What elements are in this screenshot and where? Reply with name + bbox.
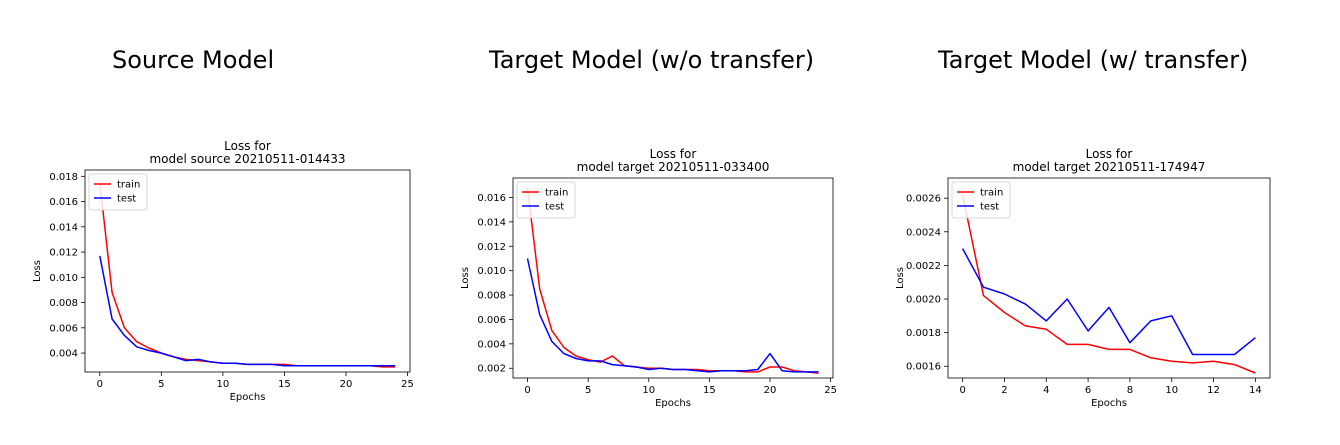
plot-frame xyxy=(512,177,834,379)
chart-title-line: model target 20210511-033400 xyxy=(577,160,770,174)
legend-box xyxy=(951,181,1011,219)
x-tick-label: 15 xyxy=(278,379,291,390)
legend-box xyxy=(88,173,148,211)
heading-target-model-with-transfer: Target Model (w/ transfer) xyxy=(938,46,1249,74)
heading-target-model-without-transfer: Target Model (w/o transfer) xyxy=(489,46,815,74)
heading-source-model: Source Model xyxy=(112,46,275,74)
legend-label-test: test xyxy=(545,202,564,213)
x-tick-label: 4 xyxy=(1043,385,1049,396)
y-tick-label: 0.0024 xyxy=(906,227,941,238)
y-tick-label: 0.012 xyxy=(49,248,78,259)
legend-label-test: test xyxy=(117,194,136,205)
chart-title-line: Loss for xyxy=(1086,147,1133,161)
x-tick-label: 0 xyxy=(97,379,103,390)
y-tick-label: 0.002 xyxy=(477,364,506,375)
x-tick-label: 12 xyxy=(1207,385,1220,396)
chart-title-line: Loss for xyxy=(650,147,697,161)
x-tick-label: 20 xyxy=(764,385,777,396)
series-line-test xyxy=(961,248,1256,356)
x-tick-label: 10 xyxy=(642,385,655,396)
y-tick-label: 0.014 xyxy=(477,217,506,228)
legend-label-train: train xyxy=(545,188,568,199)
x-tick-label: 0 xyxy=(524,385,530,396)
chart-title-line: model source 20210511-014433 xyxy=(149,152,345,166)
chart-title-line: model target 20210511-174947 xyxy=(1013,160,1206,174)
y-tick-label: 0.008 xyxy=(49,298,78,309)
y-axis-label: Loss xyxy=(895,267,906,289)
plot-frame xyxy=(84,169,411,373)
x-tick-label: 10 xyxy=(217,379,230,390)
series-line-test xyxy=(526,258,819,373)
x-tick-label: 10 xyxy=(1165,385,1178,396)
y-tick-label: 0.014 xyxy=(49,222,78,233)
y-tick-label: 0.004 xyxy=(49,349,78,360)
x-tick-label: 5 xyxy=(158,379,164,390)
x-tick-label: 15 xyxy=(703,385,716,396)
legend-box xyxy=(516,181,576,219)
legend-label-train: train xyxy=(980,188,1003,199)
y-tick-label: 0.012 xyxy=(477,242,506,253)
y-tick-label: 0.0016 xyxy=(906,362,941,373)
x-tick-label: 14 xyxy=(1249,385,1262,396)
y-tick-label: 0.018 xyxy=(49,172,78,183)
x-axis-label: Epochs xyxy=(655,398,691,409)
y-tick-label: 0.016 xyxy=(477,193,506,204)
x-tick-label: 6 xyxy=(1085,385,1091,396)
x-tick-label: 8 xyxy=(1127,385,1133,396)
y-tick-label: 0.006 xyxy=(477,315,506,326)
y-tick-label: 0.010 xyxy=(49,273,78,284)
y-axis-label: Loss xyxy=(32,260,43,282)
y-tick-label: 0.0020 xyxy=(906,295,941,306)
x-tick-label: 0 xyxy=(959,385,965,396)
x-tick-label: 20 xyxy=(340,379,353,390)
y-tick-label: 0.008 xyxy=(477,291,506,302)
x-axis-label: Epochs xyxy=(230,392,266,403)
legend-label-test: test xyxy=(980,202,999,213)
x-tick-label: 25 xyxy=(401,379,414,390)
y-tick-label: 0.016 xyxy=(49,197,78,208)
chart-title-line: Loss for xyxy=(224,139,271,153)
y-axis-label: Loss xyxy=(460,267,471,289)
plot-frame xyxy=(947,177,1271,379)
series-line-train xyxy=(961,194,1256,374)
legend-label-train: train xyxy=(117,180,140,191)
y-tick-label: 0.004 xyxy=(477,339,506,350)
series-line-test xyxy=(99,255,396,367)
x-tick-label: 2 xyxy=(1001,385,1007,396)
x-axis-label: Epochs xyxy=(1091,398,1127,409)
x-tick-label: 5 xyxy=(585,385,591,396)
y-tick-label: 0.0026 xyxy=(906,194,941,205)
y-tick-label: 0.0022 xyxy=(906,261,941,272)
y-tick-label: 0.006 xyxy=(49,323,78,334)
x-tick-label: 25 xyxy=(824,385,837,396)
y-tick-label: 0.0018 xyxy=(906,328,941,339)
y-tick-label: 0.010 xyxy=(477,266,506,277)
